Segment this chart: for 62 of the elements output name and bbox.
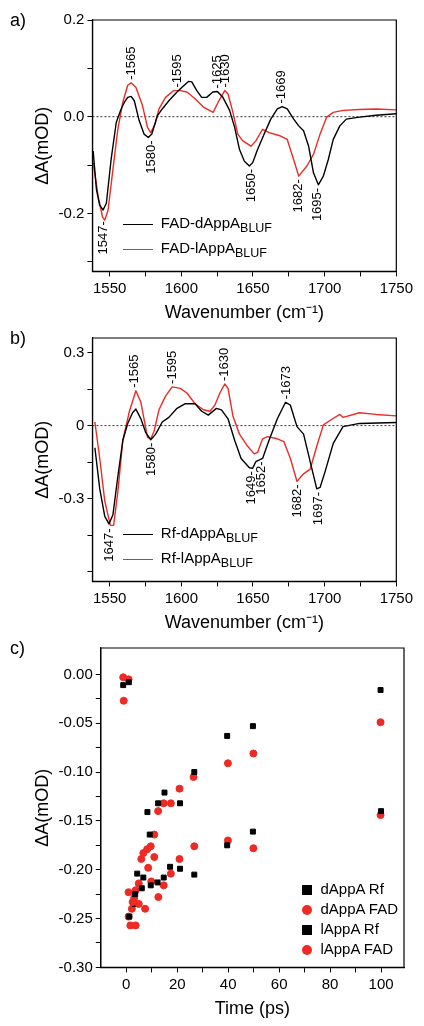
y-tick-label: -0.10 (58, 762, 93, 780)
y-tick-label: 0.0 (63, 106, 85, 124)
annotation: 1580- (142, 140, 158, 174)
y-tick-label: -0.30 (58, 957, 93, 975)
x-tick-label: 1550 (92, 278, 127, 296)
y-tick-label: -0.05 (58, 713, 93, 731)
x-tick-label: 40 (219, 974, 237, 992)
x-axis-title: Wavenumber (cm⁻¹) (164, 302, 325, 323)
legend-label: lAppA Rf (320, 920, 379, 938)
annotation: 1682- (288, 484, 304, 518)
legend-label: dAppA Rf (320, 880, 384, 898)
y-tick-label: -0.3 (58, 488, 85, 506)
x-tick-label: 1750 (379, 588, 413, 606)
x-tick-label: 1650 (236, 588, 270, 606)
annotation: -1595 (168, 54, 184, 88)
legend-label: dAppA FAD (320, 900, 398, 918)
x-tick-label: 100 (368, 974, 394, 992)
x-tick-label: 1700 (307, 278, 342, 296)
x-tick-label: 0 (122, 974, 131, 992)
x-tick-label: 80 (321, 974, 339, 992)
x-tick-label: 1600 (164, 278, 198, 296)
y-tick-label: 0.3 (63, 342, 85, 360)
x-tick-label: 1650 (236, 278, 270, 296)
legend-label: lAppA FAD (320, 940, 393, 958)
y-tick-label: 0.00 (63, 664, 93, 682)
annotation: -1565 (125, 354, 141, 388)
x-tick-label: 1750 (379, 278, 413, 296)
annotation: 1695- (309, 187, 325, 222)
legend-label: FAD-lAppA$_{BLUF}$ (160, 239, 267, 261)
y-tick-label: -0.25 (58, 908, 93, 926)
x-axis-title: Wavenumber (cm⁻¹) (164, 612, 325, 633)
text: a) (10, 9, 27, 30)
annotation: 1650- (243, 169, 259, 203)
y-axis-title: ΔA(mOD) (31, 768, 52, 847)
annotation: -1630 (215, 347, 231, 381)
y-axis-title: ΔA(mOD) (31, 420, 52, 499)
x-tick-label: 1550 (92, 588, 127, 606)
legend-label: FAD-dAppA$_{BLUF}$ (160, 214, 272, 236)
y-tick-label: -0.20 (58, 859, 93, 877)
x-tick-label: 60 (270, 974, 288, 992)
legend-label: Rf-dAppA$_{BLUF}$ (160, 524, 258, 546)
y-axis-title: ΔA(mOD) (31, 106, 52, 185)
annotation: 1682- (290, 179, 306, 213)
y-tick-label: -0.15 (58, 811, 93, 829)
x-axis-title: Time (ps) (214, 998, 291, 1019)
annotation: -1669 (273, 70, 289, 104)
annotation: -1673 (277, 366, 293, 400)
text: c) (10, 637, 25, 658)
y-tick-label: -0.2 (58, 203, 85, 221)
x-tick-label: 1700 (307, 588, 342, 606)
annotation: 1697- (310, 491, 326, 526)
annotation: 1547- (95, 221, 111, 255)
x-tick-label: 1600 (164, 588, 198, 606)
text: b) (10, 327, 27, 348)
y-tick-label: 0.2 (63, 10, 85, 28)
annotation: -1595 (164, 350, 180, 384)
annotation: -1565 (122, 46, 138, 80)
annotation: 1647- (101, 528, 117, 562)
x-tick-label: 20 (168, 974, 186, 992)
legend-label: Rf-lAppA$_{BLUF}$ (160, 549, 253, 571)
y-tick-label: 0 (76, 415, 85, 433)
annotation: 1580- (142, 442, 158, 476)
